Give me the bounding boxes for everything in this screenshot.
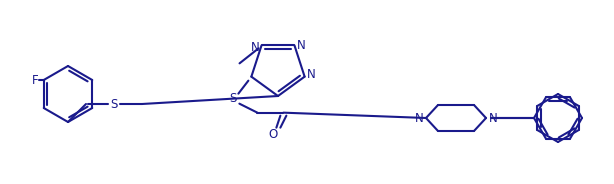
Text: N: N (307, 68, 316, 81)
Text: S: S (230, 92, 237, 105)
Text: N: N (414, 112, 424, 125)
Text: N: N (297, 39, 306, 52)
Text: N: N (251, 41, 260, 54)
Text: F: F (31, 73, 38, 86)
Text: S: S (111, 98, 118, 111)
Text: O: O (269, 128, 278, 141)
Text: N: N (489, 112, 497, 125)
